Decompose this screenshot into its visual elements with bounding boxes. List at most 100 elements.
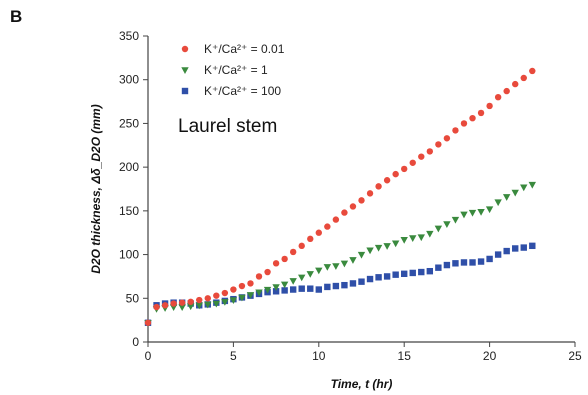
- data-point-circle: [341, 209, 348, 216]
- data-point-circle: [460, 120, 468, 127]
- data-point-square: [272, 288, 280, 295]
- data-point-circle: [435, 141, 442, 148]
- data-point-circle: [426, 148, 434, 155]
- data-point-square: [443, 261, 451, 269]
- data-point-square: [494, 251, 502, 258]
- data-point-triangle-down: [298, 274, 306, 282]
- y-tick-label: 150: [119, 204, 139, 218]
- data-point-circle: [238, 282, 246, 290]
- panel-label: B: [10, 7, 22, 26]
- data-point-circle: [315, 229, 322, 236]
- data-point-circle: [196, 296, 203, 304]
- data-point-square: [315, 286, 322, 293]
- data-point-square: [375, 274, 382, 281]
- data-point-square: [460, 259, 468, 266]
- data-point-square: [383, 273, 391, 280]
- y-axis-title: D2O thickness, Δδ_D2O (mm): [89, 104, 103, 273]
- data-point-circle: [383, 177, 391, 184]
- y-tick-label: 50: [126, 291, 140, 305]
- data-point-circle: [272, 260, 280, 267]
- legend-label: K⁺/Ca²⁺ = 100: [204, 84, 281, 98]
- data-point-circle: [187, 298, 194, 305]
- data-point-circle: [281, 255, 288, 263]
- data-point-square: [324, 283, 331, 291]
- data-point-circle: [520, 74, 527, 82]
- data-point-triangle-down: [204, 301, 212, 309]
- data-point-triangle-down: [391, 240, 400, 248]
- data-point-triangle-down: [315, 267, 323, 275]
- data-point-circle: [264, 268, 271, 276]
- data-point-triangle-down: [306, 271, 314, 278]
- data-point-triangle-down: [400, 237, 408, 244]
- data-point-circle: [452, 127, 459, 134]
- data-point-circle: [392, 170, 399, 178]
- y-tick-label: 300: [119, 73, 139, 87]
- data-point-circle: [401, 165, 408, 173]
- data-point-triangle-down: [289, 278, 297, 285]
- data-point-triangle-down: [332, 263, 340, 270]
- data-point-circle: [255, 273, 263, 280]
- data-point-circle: [247, 280, 254, 287]
- data-point-circle: [230, 286, 237, 293]
- data-point-square: [298, 285, 305, 292]
- data-point-triangle-down: [502, 194, 511, 201]
- data-point-square: [426, 267, 434, 275]
- data-point-triangle-down: [451, 216, 460, 224]
- data-point-circle: [529, 67, 536, 75]
- data-point-square: [512, 245, 519, 252]
- data-point-circle: [486, 102, 493, 110]
- data-point-square: [409, 269, 416, 277]
- data-point-square: [341, 281, 348, 289]
- data-point-triangle-down: [229, 297, 238, 305]
- y-tick-label: 0: [132, 335, 139, 349]
- data-point-triangle-down: [195, 302, 203, 310]
- data-point-square: [477, 258, 485, 265]
- data-point-square: [307, 285, 314, 292]
- legend-label: K⁺/Ca²⁺ = 1: [204, 63, 268, 77]
- x-tick-label: 5: [230, 349, 237, 363]
- data-point-circle: [161, 302, 169, 309]
- data-point-square: [401, 270, 408, 278]
- data-point-circle: [477, 109, 485, 117]
- data-point-circle: [144, 319, 152, 326]
- legend: K⁺/Ca²⁺ = 0.01 K⁺/Ca²⁺ = 1 K⁺/Ca²⁺ = 100: [181, 42, 285, 98]
- data-point-circle: [443, 135, 451, 142]
- data-point-triangle-down: [280, 281, 289, 289]
- data-point-circle: [375, 183, 382, 190]
- data-point-circle: [494, 94, 502, 101]
- data-point-triangle-down: [272, 284, 280, 291]
- x-tick-label: 0: [145, 349, 152, 363]
- data-point-triangle-down: [494, 199, 502, 207]
- y-tick-label: 350: [119, 29, 139, 43]
- data-point-triangle-down: [357, 251, 366, 259]
- data-point-triangle-down: [528, 181, 536, 189]
- data-point-triangle-down: [426, 230, 434, 238]
- data-point-circle: [349, 203, 357, 210]
- data-point-circle: [358, 197, 365, 204]
- data-point-triangle-down: [187, 303, 195, 311]
- x-tick-label: 15: [398, 349, 412, 363]
- y-tick-label: 100: [119, 248, 139, 262]
- data-point-square: [349, 280, 357, 287]
- plot-annotation: Laurel stem: [178, 116, 277, 137]
- data-point-square: [469, 259, 476, 266]
- data-point-square: [452, 260, 459, 267]
- data-point-triangle-down: [323, 264, 332, 271]
- data-point-circle: [512, 80, 519, 88]
- data-point-circle: [221, 289, 229, 297]
- x-tick-label: 10: [312, 349, 326, 363]
- data-point-circle: [153, 303, 160, 311]
- legend-label: K⁺/Ca²⁺ = 0.01: [204, 42, 285, 56]
- data-point-circle: [204, 295, 211, 302]
- data-point-square: [392, 271, 399, 278]
- data-point-circle: [332, 216, 340, 223]
- data-point-circle: [170, 300, 177, 307]
- data-point-triangle-down: [468, 209, 477, 217]
- data-point-square: [503, 247, 510, 255]
- legend-marker: [181, 87, 189, 95]
- data-point-square: [435, 264, 442, 271]
- data-point-triangle-down: [383, 243, 391, 250]
- data-point-square: [529, 242, 536, 250]
